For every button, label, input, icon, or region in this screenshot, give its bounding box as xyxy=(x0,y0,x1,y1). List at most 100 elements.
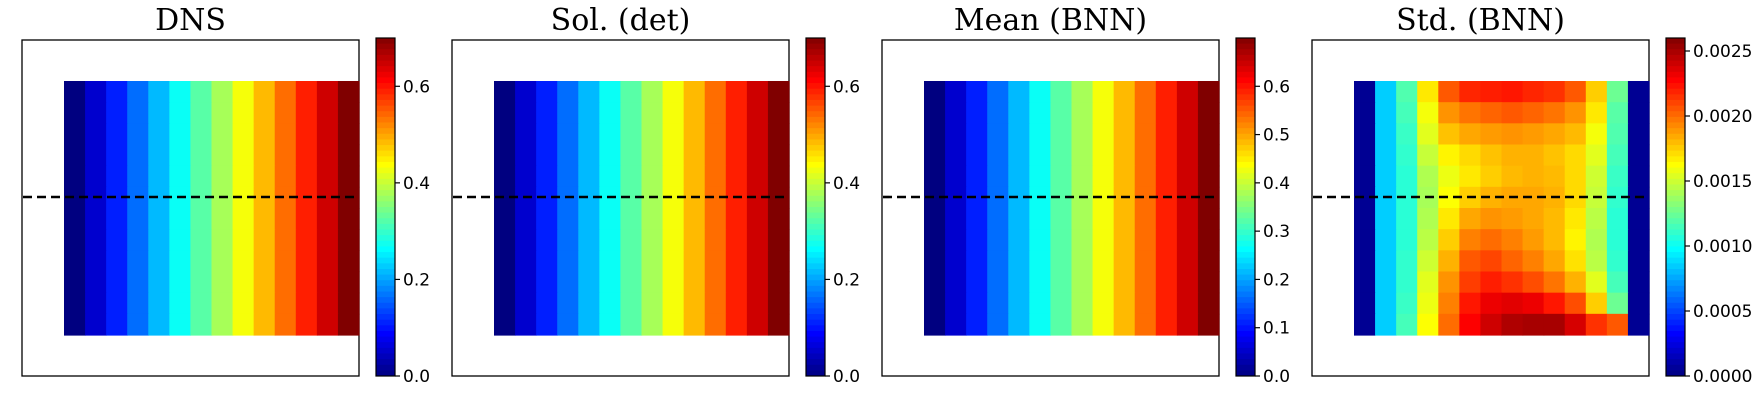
heatmap-cell xyxy=(64,271,86,294)
heatmap-cell xyxy=(987,271,1009,294)
heatmap-cell xyxy=(190,186,213,209)
heatmap-cell xyxy=(945,229,967,251)
heatmap-cell xyxy=(1155,81,1178,103)
heatmap-cell xyxy=(127,165,149,188)
heatmap-cell xyxy=(746,102,769,124)
colorbar-segment xyxy=(1236,223,1255,231)
heatmap-cell xyxy=(1543,292,1566,315)
heatmap-cell xyxy=(1071,208,1094,230)
heatmap-cell xyxy=(1375,271,1397,294)
heatmap-cell xyxy=(1543,144,1566,167)
heatmap-cell xyxy=(599,292,622,315)
heatmap-cell xyxy=(1459,123,1482,146)
colorbar-segment xyxy=(376,156,395,163)
colorbar-segment xyxy=(1666,156,1685,163)
heatmap-cell xyxy=(148,81,170,103)
heatmap-cell xyxy=(767,208,790,230)
heatmap-cell xyxy=(683,81,706,103)
colorbar-segment xyxy=(376,201,395,208)
colorbar-segment xyxy=(376,353,395,360)
heatmap-cell xyxy=(767,102,790,124)
heatmap-cell xyxy=(232,102,255,124)
colorbar-segment xyxy=(1236,263,1255,270)
heatmap-cell xyxy=(253,229,276,251)
heatmap-cell xyxy=(1522,165,1545,188)
heatmap-cell xyxy=(1585,165,1608,188)
heatmap-cell xyxy=(515,102,537,124)
heatmap-cell xyxy=(232,208,255,230)
heatmap-cell xyxy=(274,165,297,188)
heatmap-cell xyxy=(924,81,946,103)
heatmap-cell xyxy=(1375,313,1397,336)
heatmap-cell xyxy=(1501,271,1524,294)
heatmap-cell xyxy=(945,313,967,336)
heatmap-cell xyxy=(704,229,727,251)
heatmap-cell xyxy=(127,208,149,230)
heatmap-cell xyxy=(1417,271,1439,294)
colorbar-tick-label: 0.0000 xyxy=(1693,367,1752,387)
heatmap-cell xyxy=(1029,144,1052,167)
colorbar-segment xyxy=(806,291,825,298)
colorbar-segment xyxy=(376,207,395,214)
heatmap-cell xyxy=(337,229,360,251)
heatmap-cell xyxy=(316,123,339,146)
heatmap-cell xyxy=(536,123,558,146)
heatmap-cell xyxy=(169,165,192,188)
colorbar-segment xyxy=(806,38,825,45)
colorbar-segment xyxy=(1666,150,1685,157)
heatmap-cell xyxy=(1501,250,1524,273)
colorbar-segment xyxy=(1666,229,1685,236)
heatmap-cell xyxy=(1627,123,1650,146)
heatmap-cell xyxy=(1197,313,1220,336)
colorbar-tick-label: 0.0020 xyxy=(1693,107,1752,127)
heatmap-cell xyxy=(557,313,579,336)
heatmap-cell xyxy=(1113,271,1136,294)
heatmap-cell xyxy=(683,208,706,230)
heatmap-cell xyxy=(316,292,339,315)
colorbar-segment xyxy=(1236,291,1255,298)
heatmap-cell xyxy=(620,81,643,103)
heatmap-cell xyxy=(1155,144,1178,167)
heatmap-cell xyxy=(1134,292,1157,315)
heatmap-cell xyxy=(148,208,170,230)
heatmap-cell xyxy=(1480,271,1503,294)
heatmap-cell xyxy=(725,123,748,146)
colorbar-segment xyxy=(376,342,395,349)
colorbar-segment xyxy=(376,297,395,304)
colorbar-segment xyxy=(1236,156,1255,163)
colorbar-segment xyxy=(1666,71,1685,78)
heatmap-cell xyxy=(536,186,558,209)
colorbar-tick-label: 0.0 xyxy=(833,367,860,387)
heatmap-cell xyxy=(1029,165,1052,188)
heatmap-cell xyxy=(85,229,107,251)
colorbar-segment xyxy=(1236,274,1255,281)
heatmap-cell xyxy=(1008,229,1030,251)
heatmap-cell xyxy=(211,102,234,124)
heatmap-cell xyxy=(190,165,213,188)
heatmap-cell xyxy=(64,250,86,273)
heatmap-cell xyxy=(1396,208,1418,230)
colorbar-segment xyxy=(1236,111,1255,118)
heatmap-cell xyxy=(662,250,685,273)
heatmap-cell xyxy=(1501,123,1524,146)
colorbar-segment xyxy=(376,252,395,259)
heatmap-cell xyxy=(662,292,685,315)
heatmap-cell xyxy=(337,144,360,167)
colorbar-segment xyxy=(1666,240,1685,247)
colorbar-segment xyxy=(1236,302,1255,309)
heatmap-cell xyxy=(316,250,339,273)
colorbar-segment xyxy=(1236,139,1255,146)
colorbar-segment xyxy=(1666,49,1685,56)
heatmap-cell xyxy=(1176,292,1199,315)
heatmap-cell xyxy=(641,102,664,124)
heatmap-cell xyxy=(987,123,1009,146)
heatmap-cell xyxy=(253,81,276,103)
heatmap-cell xyxy=(1396,123,1418,146)
heatmap-cell xyxy=(1197,208,1220,230)
heatmap-cell xyxy=(1375,292,1397,315)
heatmap-cell xyxy=(253,313,276,336)
heatmap-cell xyxy=(1543,271,1566,294)
heatmap-cell xyxy=(1029,229,1052,251)
heatmap-cell xyxy=(148,186,170,209)
colorbar-segment xyxy=(806,370,825,377)
